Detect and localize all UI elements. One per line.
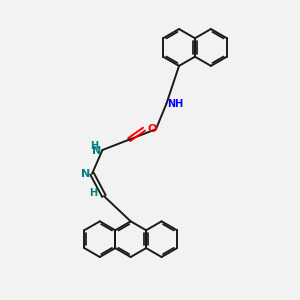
Text: N: N [81,169,91,179]
Text: H: H [90,141,98,152]
Text: N: N [92,146,101,156]
Text: H: H [89,188,98,197]
Text: O: O [147,124,156,134]
Text: NH: NH [167,99,184,109]
